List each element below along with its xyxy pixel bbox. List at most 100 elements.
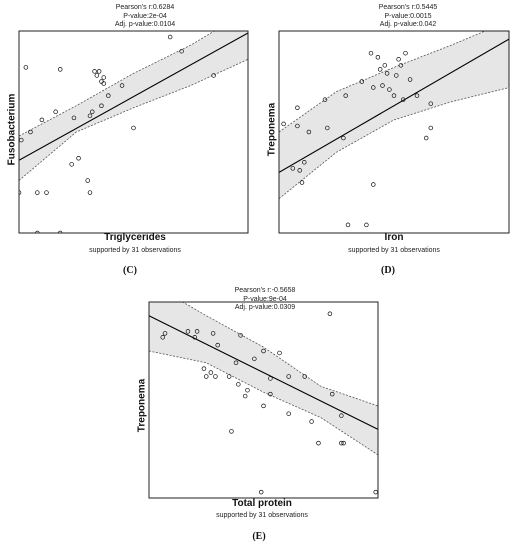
data-point: [396, 57, 401, 62]
confidence-band-lower: [279, 87, 509, 200]
data-point: [316, 440, 321, 446]
data-point: [233, 360, 239, 366]
data-point: [179, 48, 184, 54]
data-point: [28, 129, 33, 135]
confidence-band-upper: [279, 31, 487, 133]
data-point: [398, 63, 404, 68]
panel-c-pearson: Pearson's r:0.6284: [115, 4, 175, 11]
data-point: [384, 71, 390, 76]
data-point: [211, 73, 216, 78]
data-point: [203, 374, 209, 379]
panel-e-adj-pvalue: Adj. p-value:0.0309: [234, 304, 296, 311]
data-point: [215, 342, 220, 348]
data-point: [160, 335, 165, 340]
data-point: [373, 489, 378, 495]
data-point: [23, 65, 29, 70]
data-point: [377, 67, 383, 72]
panel-c-ylabel: Fusobacterium: [6, 93, 18, 166]
data-point: [302, 160, 307, 165]
data-point: [236, 382, 241, 387]
panel-c-letter: (C): [123, 265, 137, 276]
panel-e-pvalue: P-value:9e-04: [243, 295, 287, 303]
data-point: [343, 93, 348, 98]
data-point: [299, 180, 305, 185]
data-point: [341, 135, 346, 141]
data-point: [35, 190, 40, 195]
data-point: [85, 178, 90, 183]
panel-d-plot: [278, 30, 510, 234]
data-point: [101, 75, 106, 80]
data-point: [87, 113, 93, 119]
data-point: [226, 374, 232, 379]
panel-e-plot: [148, 301, 379, 499]
data-point: [245, 387, 250, 393]
data-point: [210, 331, 216, 336]
panel-d-letter: (D): [381, 265, 395, 276]
data-point: [295, 123, 300, 129]
panel-e-letter: (E): [252, 531, 266, 542]
data-point: [387, 87, 392, 92]
confidence-band-upper: [19, 31, 216, 137]
confidence-band-upper: [181, 302, 378, 407]
data-point: [119, 83, 125, 88]
data-point: [131, 125, 136, 131]
data-point: [295, 105, 300, 111]
data-point: [87, 190, 93, 195]
data-point: [364, 222, 369, 228]
data-point: [201, 366, 207, 371]
data-point: [242, 393, 248, 399]
data-point: [35, 230, 40, 233]
panel-c-xlabel: Triglycerides: [104, 232, 166, 243]
data-point: [71, 115, 77, 121]
plot-area: [149, 302, 378, 495]
plot-area: [279, 31, 509, 228]
data-point: [306, 129, 312, 135]
data-point: [394, 73, 399, 78]
data-point: [322, 97, 328, 102]
data-point: [185, 329, 191, 334]
data-point: [297, 168, 302, 173]
data-point: [162, 331, 168, 336]
data-point: [281, 121, 286, 127]
panel-e-ylabel: Treponema: [136, 378, 148, 433]
data-point: [286, 411, 291, 416]
data-point: [345, 222, 351, 228]
data-point: [359, 79, 365, 84]
data-point: [94, 73, 100, 78]
data-point: [96, 69, 102, 74]
data-point: [238, 333, 243, 338]
data-point: [99, 103, 104, 108]
confidence-band: [19, 31, 248, 181]
confidence-band-lower: [149, 350, 378, 456]
regression-line: [279, 38, 509, 173]
plot-frame: [148, 301, 379, 499]
data-point: [19, 190, 22, 195]
plot-frame: [18, 30, 249, 234]
panel-c-pvalue: P-value:2e-04: [123, 12, 167, 20]
data-point: [407, 77, 413, 82]
data-point: [327, 311, 333, 317]
data-point: [208, 370, 214, 375]
data-point: [194, 329, 200, 334]
data-point: [341, 440, 346, 446]
data-point: [53, 109, 58, 115]
data-point: [329, 391, 335, 397]
panel-d-adj-pvalue: Adj. p-value:0.042: [379, 21, 437, 28]
confidence-band: [279, 31, 509, 199]
panel-e-pearson: Pearson's r:-0.5658: [234, 287, 296, 294]
data-point: [428, 101, 434, 106]
data-point: [44, 190, 49, 195]
data-point: [309, 419, 314, 424]
data-point: [339, 440, 344, 446]
data-point: [92, 69, 97, 74]
data-point: [106, 93, 111, 98]
data-point: [69, 162, 74, 167]
data-point: [39, 117, 45, 123]
data-point: [371, 85, 376, 90]
data-point: [277, 350, 282, 356]
panel-d-pvalue: P-value:0.0015: [384, 12, 432, 20]
data-point: [268, 391, 273, 397]
data-point: [339, 413, 344, 418]
data-point: [375, 55, 381, 60]
data-point: [252, 356, 257, 362]
